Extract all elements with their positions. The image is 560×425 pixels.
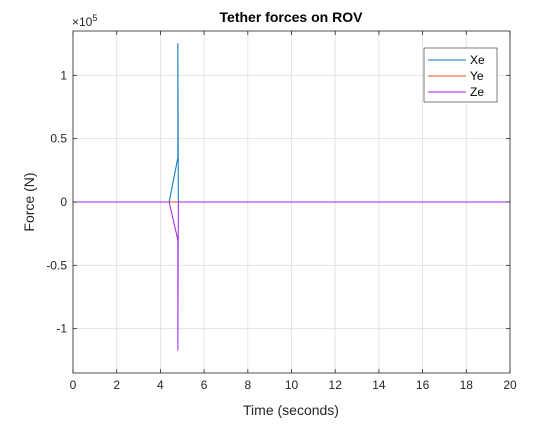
legend-items: Xe Ye Ze [428,53,485,99]
y-tick-label: 1 [60,68,67,82]
chart-title: Tether forces on ROV [220,9,364,25]
y-tick-label: 0 [60,195,67,209]
x-axis-label: Time (seconds) [243,402,339,418]
series-line-ze [73,201,510,351]
x-tick-label: 6 [201,378,208,392]
y-tick-label: -0.5 [46,258,67,272]
y-tick-label: 0.5 [50,132,67,146]
y-axis-label: Force (N) [21,172,37,231]
x-tick-label: 12 [329,378,343,392]
tick-labels: 0 2 4 6 8 10 12 14 16 18 20 -1 -0.5 0 0.5 1 [46,68,517,392]
legend-label-xe: Xe [470,53,485,67]
legend: Xe Ye Ze [423,47,498,103]
x-tick-label: 14 [372,378,386,392]
legend-box [423,47,498,103]
x-tick-label: 16 [416,378,430,392]
legend-label-ze: Ze [470,85,484,99]
x-tick-label: 8 [244,378,251,392]
x-tick-label: 0 [70,378,77,392]
y-tick-label: -1 [56,322,67,336]
exponent-label: ×105 [72,13,97,29]
ticks [72,31,511,373]
exponent-power: 5 [92,13,97,23]
x-tick-label: 18 [460,378,474,392]
series-layer [73,43,510,351]
x-tick-label: 20 [503,378,517,392]
x-tick-label: 2 [113,378,120,392]
exponent-base: ×10 [72,15,93,29]
x-tick-label: 10 [285,378,299,392]
legend-label-ye: Ye [470,69,484,83]
x-tick-label: 4 [157,378,164,392]
